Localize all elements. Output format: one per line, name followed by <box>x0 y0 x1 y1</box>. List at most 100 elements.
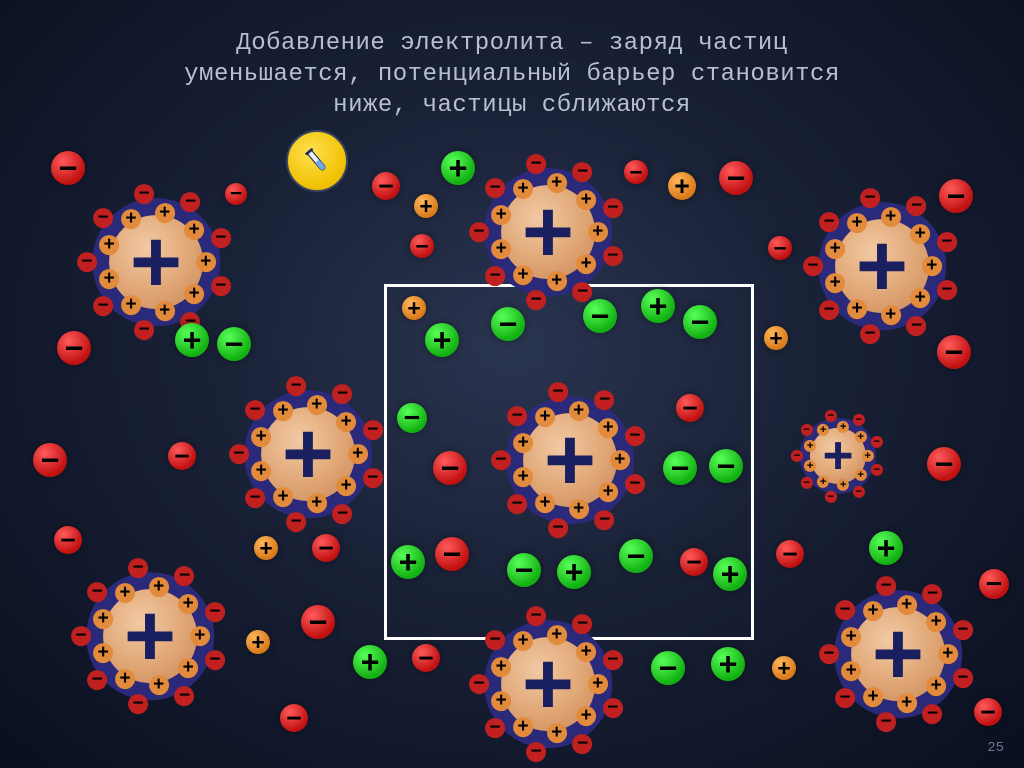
anion-ion: − <box>51 151 85 185</box>
shell-minus-icon: − <box>573 734 593 754</box>
shell-plus-icon: + <box>825 273 845 293</box>
shell-plus-icon: + <box>513 179 533 199</box>
shell-minus-icon: − <box>134 320 154 340</box>
anion-ion: − <box>683 305 717 339</box>
shell-minus-icon: − <box>860 324 880 344</box>
anion-ion: − <box>301 605 335 639</box>
anion-ion: − <box>491 307 525 341</box>
shell-plus-icon: + <box>863 601 883 621</box>
shell-minus-icon: − <box>907 196 927 216</box>
shell-minus-icon: − <box>625 474 645 494</box>
shell-plus-icon: + <box>863 687 883 707</box>
shell-minus-icon: − <box>211 276 231 296</box>
shell-minus-icon: − <box>205 602 225 622</box>
colloid-particle: ++−+−+−+−+−+−+−+−+− <box>484 620 612 748</box>
shell-minus-icon: − <box>507 494 527 514</box>
shell-minus-icon: − <box>175 566 195 586</box>
shell-minus-icon: − <box>603 246 623 266</box>
shell-minus-icon: − <box>603 698 623 718</box>
shell-plus-icon: + <box>576 642 596 662</box>
anion-ion: − <box>280 704 308 732</box>
shell-plus-icon: + <box>804 440 816 452</box>
shell-plus-icon: + <box>576 190 596 210</box>
cation-ion: + <box>425 323 459 357</box>
shell-plus-icon: + <box>881 207 901 227</box>
shell-minus-icon: − <box>333 384 353 404</box>
shell-plus-icon: + <box>547 173 567 193</box>
cation-ion: + <box>246 630 270 654</box>
anion-ion: − <box>719 161 753 195</box>
anion-ion: − <box>624 160 648 184</box>
shell-plus-icon: + <box>155 301 175 321</box>
shell-minus-icon: − <box>907 316 927 336</box>
shell-plus-icon: + <box>93 643 113 663</box>
cation-ion: + <box>713 557 747 591</box>
shell-plus-icon: + <box>897 595 917 615</box>
shell-minus-icon: − <box>93 208 113 228</box>
shell-plus-icon: + <box>817 476 829 488</box>
cation-ion: + <box>254 536 278 560</box>
shell-minus-icon: − <box>286 376 306 396</box>
shell-minus-icon: − <box>526 290 546 310</box>
shell-minus-icon: − <box>603 650 623 670</box>
cation-ion: + <box>441 151 475 185</box>
shell-minus-icon: − <box>485 178 505 198</box>
shell-plus-icon: + <box>149 675 169 695</box>
shell-plus-icon: + <box>547 625 567 645</box>
shell-minus-icon: − <box>573 614 593 634</box>
shell-plus-icon: + <box>847 299 867 319</box>
shell-minus-icon: − <box>485 630 505 650</box>
shell-minus-icon: − <box>507 406 527 426</box>
shell-plus-icon: + <box>491 205 511 225</box>
colloid-charge-label: + <box>856 239 908 293</box>
anion-ion: − <box>974 698 1002 726</box>
shell-minus-icon: − <box>485 266 505 286</box>
shell-minus-icon: − <box>819 212 839 232</box>
shell-plus-icon: + <box>115 583 135 603</box>
shell-minus-icon: − <box>93 296 113 316</box>
shell-plus-icon: + <box>99 235 119 255</box>
shell-minus-icon: − <box>363 468 383 488</box>
anion-ion: − <box>507 553 541 587</box>
shell-minus-icon: − <box>128 694 148 714</box>
anion-ion: − <box>57 331 91 365</box>
cation-ion: + <box>402 296 426 320</box>
shell-plus-icon: + <box>491 657 511 677</box>
shell-minus-icon: − <box>134 184 154 204</box>
colloid-charge-label: + <box>522 205 574 259</box>
shell-plus-icon: + <box>190 626 210 646</box>
shell-plus-icon: + <box>251 461 271 481</box>
shell-minus-icon: − <box>835 600 855 620</box>
shell-plus-icon: + <box>610 450 630 470</box>
shell-minus-icon: − <box>871 464 883 476</box>
colloid-particle: ++−+−+−+−+−+−+−+−+− <box>244 390 372 518</box>
shell-minus-icon: − <box>923 704 943 724</box>
anion-ion: − <box>433 451 467 485</box>
cation-ion: + <box>641 289 675 323</box>
shell-plus-icon: + <box>99 269 119 289</box>
shell-plus-icon: + <box>862 450 874 462</box>
colloid-particle: ++−+−+−+−+−+−+−+−+− <box>484 168 612 296</box>
anion-ion: − <box>663 451 697 485</box>
shell-minus-icon: − <box>526 742 546 762</box>
shell-plus-icon: + <box>598 418 618 438</box>
shell-minus-icon: − <box>245 400 265 420</box>
shell-minus-icon: − <box>491 450 511 470</box>
anion-ion: − <box>939 179 973 213</box>
shell-minus-icon: − <box>800 424 812 436</box>
anion-ion: − <box>651 651 685 685</box>
cation-ion: + <box>668 172 696 200</box>
shell-minus-icon: − <box>71 626 91 646</box>
shell-minus-icon: − <box>595 510 615 530</box>
shell-plus-icon: + <box>336 412 356 432</box>
shell-minus-icon: − <box>175 686 195 706</box>
shell-minus-icon: − <box>205 650 225 670</box>
shell-plus-icon: + <box>307 493 327 513</box>
colloid-particle: ++−+−+−+−+−+−+−+−+− <box>800 418 876 494</box>
shell-plus-icon: + <box>588 222 608 242</box>
colloid-particle: ++−+−+−+−+−+−+−+−+− <box>92 198 220 326</box>
cation-ion: + <box>353 645 387 679</box>
shell-minus-icon: − <box>573 282 593 302</box>
shell-plus-icon: + <box>938 644 958 664</box>
colloid-charge-label: + <box>130 235 182 289</box>
